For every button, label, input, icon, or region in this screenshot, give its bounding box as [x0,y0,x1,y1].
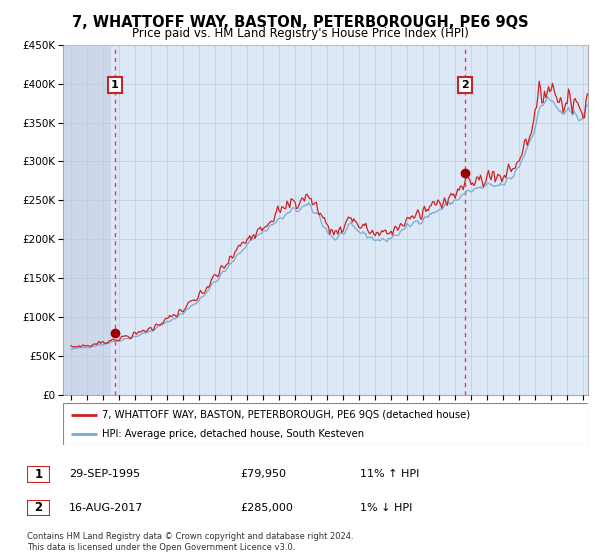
Text: 29-SEP-1995: 29-SEP-1995 [69,469,140,479]
Text: 2: 2 [34,501,43,515]
FancyBboxPatch shape [27,500,50,516]
Text: Contains HM Land Registry data © Crown copyright and database right 2024.: Contains HM Land Registry data © Crown c… [27,532,353,541]
Bar [63,45,111,395]
Text: 2: 2 [461,80,469,90]
FancyBboxPatch shape [27,466,50,483]
Text: £79,950: £79,950 [240,469,286,479]
Text: This data is licensed under the Open Government Licence v3.0.: This data is licensed under the Open Gov… [27,543,295,552]
Text: 16-AUG-2017: 16-AUG-2017 [69,503,143,513]
Text: Price paid vs. HM Land Registry's House Price Index (HPI): Price paid vs. HM Land Registry's House … [131,27,469,40]
Text: 1% ↓ HPI: 1% ↓ HPI [360,503,412,513]
Text: £285,000: £285,000 [240,503,293,513]
Text: 1: 1 [34,468,43,481]
Text: HPI: Average price, detached house, South Kesteven: HPI: Average price, detached house, Sout… [103,429,365,439]
Text: 7, WHATTOFF WAY, BASTON, PETERBOROUGH, PE6 9QS (detached house): 7, WHATTOFF WAY, BASTON, PETERBOROUGH, P… [103,409,470,419]
FancyBboxPatch shape [63,403,588,445]
Text: 1: 1 [111,80,119,90]
Text: 7, WHATTOFF WAY, BASTON, PETERBOROUGH, PE6 9QS: 7, WHATTOFF WAY, BASTON, PETERBOROUGH, P… [71,15,529,30]
Text: 11% ↑ HPI: 11% ↑ HPI [360,469,419,479]
